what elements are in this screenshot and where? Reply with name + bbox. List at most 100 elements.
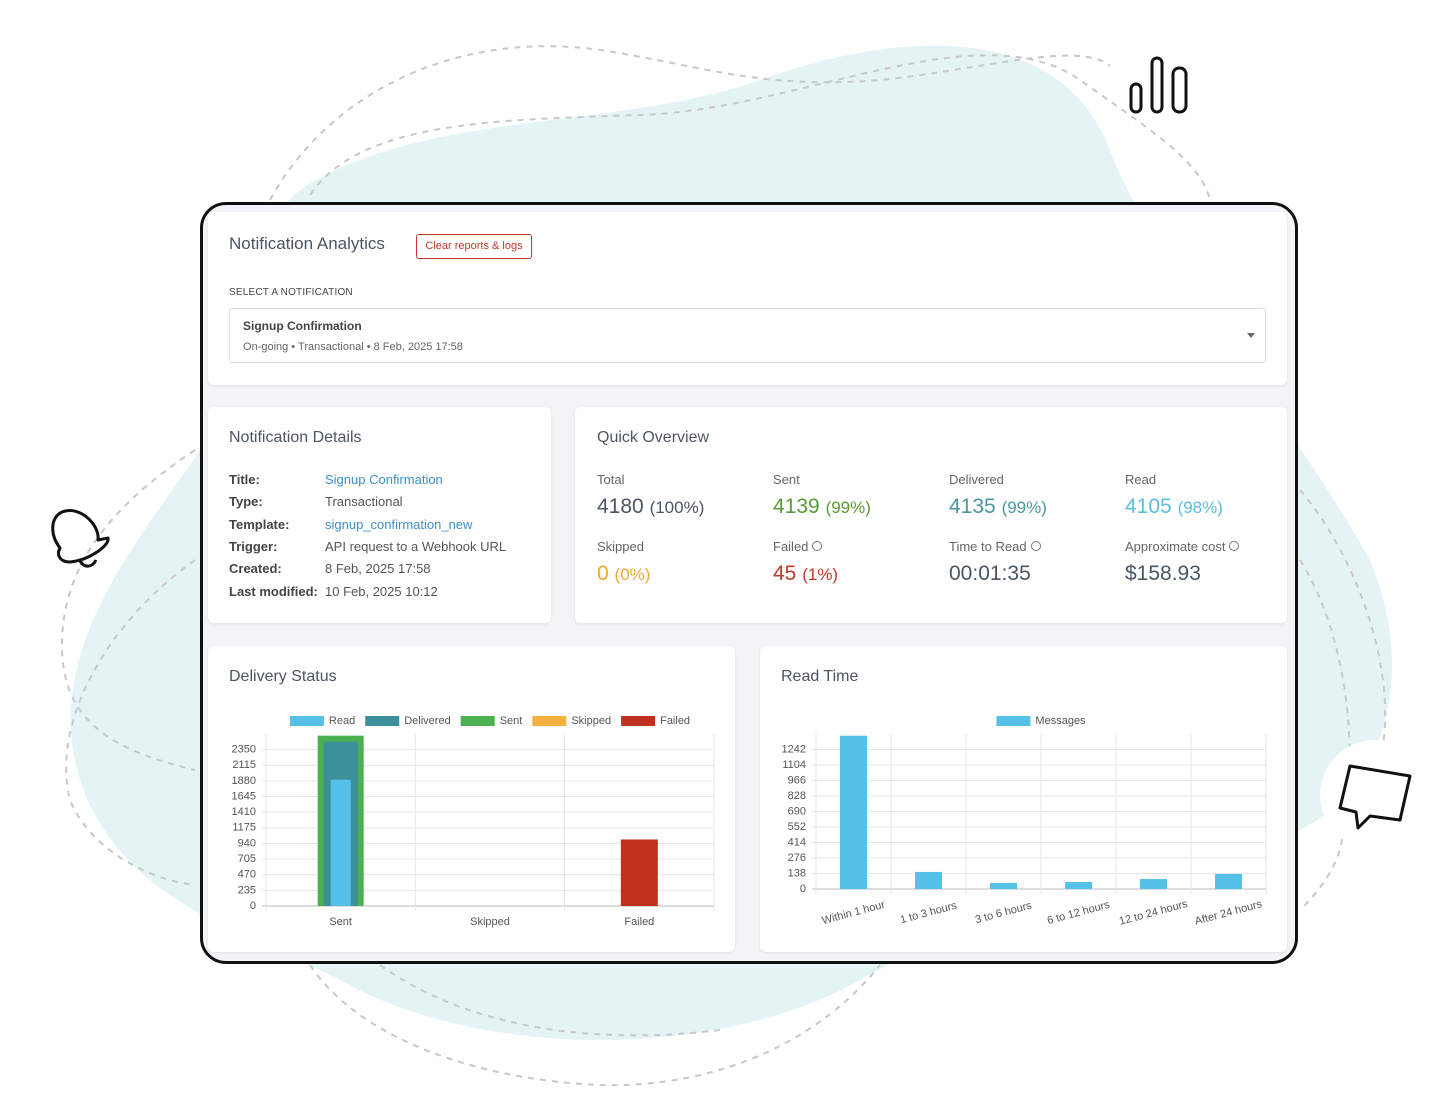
detail-value: 8 Feb, 2025 17:58 [325, 561, 431, 576]
stat: Sent 4139 (99%) [773, 472, 943, 519]
stat-percent: (99%) [825, 498, 871, 517]
x-tick-label: Failed [624, 916, 654, 928]
legend-label: Delivered [404, 715, 450, 727]
stat-label: Delivered [949, 472, 1004, 487]
legend-label: Sent [500, 715, 523, 727]
bar [840, 735, 867, 889]
legend-swatch [532, 716, 567, 726]
info-icon[interactable] [1229, 541, 1240, 551]
detail-key: Last modified: [229, 584, 318, 599]
notification-select[interactable]: Signup Confirmation On-going • Transacti… [229, 308, 1266, 363]
stat: Approximate cost $158.93 [1125, 539, 1295, 586]
detail-value: API request to a Webhook URL [325, 539, 507, 554]
x-tick-label: After 24 hours [1194, 898, 1264, 928]
bar [1215, 873, 1242, 889]
x-tick-label: 12 to 24 hours [1118, 898, 1190, 928]
x-tick-label: 1 to 3 hours [899, 899, 959, 926]
stat-value: 4139 (99%) [773, 495, 943, 519]
stat-value: 00:01:35 [949, 562, 1031, 585]
y-tick-label: 276 [788, 852, 806, 864]
readtime-panel: Read Time 0 138 276 414 552 690 828 966 1104 1242… [760, 646, 1287, 952]
y-tick-label: 1645 [232, 790, 256, 802]
stat: Failed 45 (1%) [773, 539, 943, 586]
legend-swatch [289, 716, 324, 726]
select-name: Signup Confirmation [243, 319, 362, 333]
y-tick-label: 1104 [782, 759, 806, 771]
details-panel: Notification Details Title: Signup Confir… [208, 407, 551, 623]
y-tick-label: 828 [788, 790, 806, 802]
legend-swatch [460, 716, 495, 726]
y-tick-label: 235 [238, 884, 256, 896]
chart-title: Read Time [781, 668, 859, 685]
stat-label-text: Time to Read [949, 539, 1027, 554]
stat-value: 4105 (98%) [1125, 495, 1295, 519]
detail-key: Template: [229, 517, 290, 532]
stat-label: Total [597, 472, 625, 487]
bar [915, 871, 942, 889]
stat-number: 4105 [1125, 495, 1172, 518]
stat: Total 4180 (100%) [597, 472, 767, 519]
dropdown-caret [1247, 333, 1255, 338]
bar [330, 779, 351, 906]
x-tick-label: Sent [329, 916, 352, 928]
stat: Delivered 4135 (99%) [949, 472, 1119, 519]
detail-row: Trigger: API request to a Webhook URL [229, 539, 506, 554]
info-icon[interactable] [812, 541, 823, 551]
stat-value: 0 (0%) [597, 562, 767, 586]
stat: Skipped 0 (0%) [597, 539, 767, 586]
y-tick-label: 1880 [232, 775, 256, 787]
stat-number: 4139 [773, 495, 820, 518]
legend-label: Failed [660, 715, 690, 727]
y-tick-label: 0 [250, 900, 256, 912]
stat-number: 4180 [597, 495, 644, 518]
bar [990, 882, 1017, 889]
stat-number: 4135 [949, 495, 996, 518]
select-meta: On-going • Transactional • 8 Feb, 2025 1… [243, 341, 463, 353]
y-tick-label: 414 [788, 836, 806, 848]
detail-key: Created: [229, 561, 282, 576]
detail-row: Type: Transactional [229, 494, 403, 509]
detail-row: Template: signup_confirmation_new [229, 517, 472, 532]
legend-label: Skipped [571, 715, 611, 727]
stat-label-text: Failed [773, 539, 809, 554]
legend-label: Messages [1035, 715, 1086, 727]
stat-value: 45 (1%) [773, 562, 943, 586]
legend-swatch [996, 716, 1031, 726]
stat-label: Read [1125, 472, 1157, 487]
stat-label: Sent [773, 472, 800, 487]
legend-swatch [621, 716, 656, 726]
stat-percent: (1%) [802, 565, 839, 584]
detail-key: Trigger: [229, 539, 278, 554]
stat-label: Time to Read [949, 539, 1119, 554]
bar [620, 839, 658, 906]
detail-key: Title: [229, 472, 260, 487]
detail-value[interactable]: signup_confirmation_new [325, 517, 473, 532]
detail-key: Type: [229, 494, 263, 509]
clear-button[interactable]: Clear reports & logs [416, 234, 532, 259]
detail-row: Last modified: 10 Feb, 2025 10:12 [229, 584, 438, 599]
y-tick-label: 0 [800, 883, 806, 895]
stat-percent: (100%) [649, 498, 705, 517]
chart-title: Delivery Status [229, 668, 337, 685]
y-tick-label: 552 [788, 821, 806, 833]
y-tick-label: 705 [238, 853, 256, 865]
delivery-chart: 0 235 470 705 940 1175 1410 1645 1880 2115 2350 Sen… [232, 715, 715, 928]
overview-title: Quick Overview [597, 429, 710, 446]
x-tick-label: 6 to 12 hours [1046, 899, 1112, 927]
details-title: Notification Details [229, 429, 362, 446]
y-tick-label: 1175 [232, 822, 256, 834]
stat-percent: (0%) [614, 565, 651, 584]
info-icon[interactable] [1030, 541, 1041, 551]
bar [1140, 879, 1167, 889]
stat-value: $158.93 [1125, 562, 1201, 585]
stat-number: 0 [597, 562, 609, 585]
x-tick-label: Skipped [470, 916, 510, 928]
legend-label: Read [329, 715, 355, 727]
y-tick-label: 470 [238, 869, 256, 881]
y-tick-label: 966 [788, 774, 806, 786]
detail-value[interactable]: Signup Confirmation [325, 472, 443, 487]
stat-label: Failed [773, 539, 943, 554]
y-tick-label: 1242 [782, 743, 806, 755]
select-label: SELECT A NOTIFICATION [229, 287, 353, 298]
